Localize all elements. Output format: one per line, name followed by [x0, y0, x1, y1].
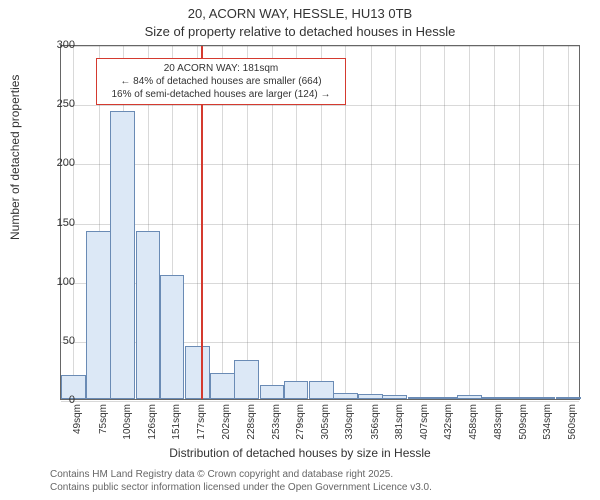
annotation-box: 20 ACORN WAY: 181sqm← 84% of detached ho…	[96, 58, 346, 105]
grid-line-v	[444, 46, 445, 399]
histogram-bar	[481, 397, 506, 399]
footer-attribution: Contains HM Land Registry data © Crown c…	[50, 468, 432, 494]
grid-line-v	[568, 46, 569, 399]
footer-line2: Contains public sector information licen…	[50, 481, 432, 494]
x-tick-label: 177sqm	[196, 404, 207, 449]
histogram-bar	[160, 275, 185, 399]
x-tick-label: 509sqm	[518, 404, 529, 449]
histogram-bar	[506, 397, 531, 399]
x-tick-label: 407sqm	[419, 404, 430, 449]
x-tick-label: 381sqm	[394, 404, 405, 449]
histogram-bar	[432, 397, 457, 399]
grid-line-h	[61, 164, 579, 165]
grid-line-h	[61, 105, 579, 106]
grid-line-v	[494, 46, 495, 399]
grid-line-h	[61, 401, 579, 402]
grid-line-v	[543, 46, 544, 399]
histogram-bar	[531, 397, 556, 399]
histogram-bar	[110, 111, 135, 399]
histogram-bar	[86, 231, 111, 399]
histogram-bar	[136, 231, 161, 399]
histogram-bar	[185, 346, 210, 399]
x-tick-label: 228sqm	[246, 404, 257, 449]
y-tick-label: 300	[40, 39, 75, 51]
histogram-bar	[556, 397, 581, 399]
y-axis-label: Number of detached properties	[8, 75, 22, 240]
grid-line-v	[395, 46, 396, 399]
x-tick-label: 330sqm	[344, 404, 355, 449]
histogram-bar	[457, 395, 482, 399]
grid-line-v	[519, 46, 520, 399]
annotation-line2: ← 84% of detached houses are smaller (66…	[103, 75, 339, 88]
histogram-bar	[333, 393, 358, 399]
x-tick-label: 458sqm	[468, 404, 479, 449]
grid-line-v	[420, 46, 421, 399]
grid-line-v	[371, 46, 372, 399]
plot-area: 20 ACORN WAY: 181sqm← 84% of detached ho…	[60, 45, 580, 400]
x-tick-label: 483sqm	[493, 404, 504, 449]
x-tick-label: 49sqm	[72, 404, 83, 449]
x-tick-label: 305sqm	[320, 404, 331, 449]
y-tick-label: 250	[40, 98, 75, 110]
y-tick-label: 150	[40, 217, 75, 229]
x-tick-label: 534sqm	[542, 404, 553, 449]
annotation-line3: 16% of semi-detached houses are larger (…	[103, 88, 339, 101]
histogram-bar	[260, 385, 285, 399]
x-tick-label: 202sqm	[221, 404, 232, 449]
grid-line-h	[61, 46, 579, 47]
y-tick-label: 100	[40, 276, 75, 288]
chart-title-line1: 20, ACORN WAY, HESSLE, HU13 0TB	[0, 6, 600, 21]
x-tick-label: 126sqm	[147, 404, 158, 449]
x-tick-label: 151sqm	[171, 404, 182, 449]
chart-title-line2: Size of property relative to detached ho…	[0, 24, 600, 39]
histogram-bar	[408, 397, 433, 399]
histogram-bar	[309, 381, 334, 399]
y-tick-label: 0	[40, 394, 75, 406]
x-tick-label: 100sqm	[122, 404, 133, 449]
x-tick-label: 560sqm	[567, 404, 578, 449]
x-tick-label: 432sqm	[443, 404, 454, 449]
histogram-bar	[284, 381, 309, 399]
histogram-bar	[382, 395, 407, 399]
x-tick-label: 356sqm	[370, 404, 381, 449]
grid-line-v	[469, 46, 470, 399]
y-tick-label: 50	[40, 335, 75, 347]
grid-line-h	[61, 224, 579, 225]
footer-line1: Contains HM Land Registry data © Crown c…	[50, 468, 432, 481]
histogram-bar	[358, 394, 383, 399]
y-tick-label: 200	[40, 157, 75, 169]
x-tick-label: 253sqm	[271, 404, 282, 449]
histogram-bar	[210, 373, 235, 399]
x-tick-label: 75sqm	[98, 404, 109, 449]
histogram-bar	[234, 360, 259, 399]
annotation-line1: 20 ACORN WAY: 181sqm	[103, 62, 339, 75]
x-tick-label: 279sqm	[295, 404, 306, 449]
